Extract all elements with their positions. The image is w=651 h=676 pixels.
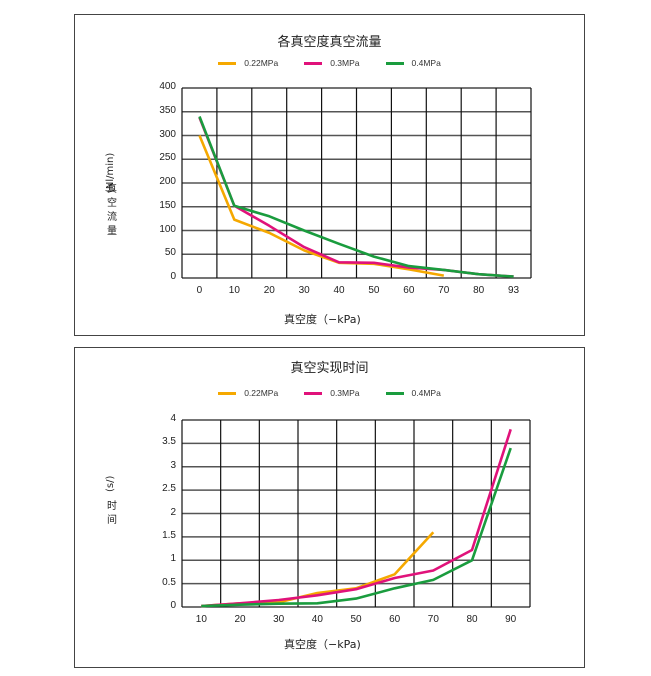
x-tick-label: 30 <box>273 614 285 625</box>
time-chart-panel: 真空实现时间 0.22MPa 0.3MPa 0.4MPa (s/) 时间 4 3.… <box>74 347 585 668</box>
legend-swatch-icon <box>218 391 237 395</box>
legend-item-022: 0.22MPa <box>218 388 278 398</box>
x-tick-label: 90 <box>505 614 517 625</box>
y-tick-label: 250 <box>159 152 176 164</box>
series-line-0.4MPa <box>198 116 514 278</box>
legend-swatch-icon <box>304 61 323 65</box>
y-axis-title: 时间 <box>107 501 117 526</box>
legend-item-03: 0.3MPa <box>304 388 360 398</box>
chart-title: 真空实现时间 <box>290 361 369 376</box>
x-tick-label: 80 <box>473 285 485 296</box>
time-plot-area <box>181 419 531 608</box>
x-tick-label: 50 <box>368 285 380 296</box>
x-axis-title: 真空度（−kPa) <box>284 313 361 326</box>
x-axis-title: 真空度（−kPa) <box>284 638 361 651</box>
legend-swatch-icon <box>218 61 237 65</box>
x-tick-label: 80 <box>466 614 478 625</box>
legend-item-04: 0.4MPa <box>385 58 441 68</box>
x-tick-label: 40 <box>311 614 323 625</box>
y-tick-label: 1 <box>170 553 176 565</box>
x-tick-label: 20 <box>263 285 275 296</box>
x-tick-label: 93 <box>507 285 520 296</box>
x-tick-label: 0 <box>196 285 203 296</box>
chart-legend: 0.22MPa 0.3MPa 0.4MPa <box>75 58 584 68</box>
legend-item-04: 0.4MPa <box>385 388 441 398</box>
x-tick-label: 10 <box>228 285 240 296</box>
legend-item-03: 0.3MPa <box>304 58 360 68</box>
y-tick-label: 4 <box>170 413 176 424</box>
y-tick-label: 200 <box>159 176 176 187</box>
x-tick-label: 20 <box>234 614 246 625</box>
flow-plot-area <box>181 87 532 279</box>
y-tick-label: 1.5 <box>162 529 176 541</box>
y-tick-label: 350 <box>159 104 176 116</box>
chart-legend: 0.22MPa 0.3MPa 0.4MPa <box>75 388 584 398</box>
x-tick-label: 60 <box>403 285 415 296</box>
x-tick-label: 70 <box>438 285 450 296</box>
y-axis-title: 真空流量 <box>107 184 117 237</box>
y-tick-label: 50 <box>164 247 176 259</box>
series-line-0.4MPa <box>201 447 512 608</box>
y-tick-label: 0 <box>170 600 176 611</box>
legend-swatch-icon <box>385 61 404 65</box>
legend-item-022: 0.22MPa <box>218 58 278 68</box>
y-tick-label: 2.5 <box>162 483 176 495</box>
series-line-0.3MPa <box>201 428 512 608</box>
y-tick-label: 100 <box>159 223 176 235</box>
y-tick-label: 400 <box>159 81 176 92</box>
y-tick-label: 0 <box>170 271 176 282</box>
series-line-0.22MPa <box>198 135 445 277</box>
x-tick-label: 60 <box>389 614 401 625</box>
x-tick-label: 40 <box>333 285 345 296</box>
legend-swatch-icon <box>304 391 323 395</box>
x-tick-label: 10 <box>195 614 207 625</box>
y-tick-label: 3.5 <box>162 436 176 448</box>
x-tick-label: 70 <box>427 614 439 625</box>
y-tick-label: 300 <box>159 128 176 140</box>
y-tick-label: 3 <box>170 459 176 471</box>
y-tick-label: 2 <box>170 506 176 518</box>
y-tick-label: 150 <box>159 199 176 211</box>
y-tick-label: 0.5 <box>162 576 176 588</box>
x-tick-label: 50 <box>350 614 362 625</box>
chart-title: 各真空度真空流量 <box>277 35 382 50</box>
x-tick-label: 30 <box>298 285 310 296</box>
flow-chart-panel: 各真空度真空流量 0.22MPa 0.3MPa 0.4MPa (Nl/min) … <box>74 14 585 336</box>
legend-swatch-icon <box>385 391 404 395</box>
